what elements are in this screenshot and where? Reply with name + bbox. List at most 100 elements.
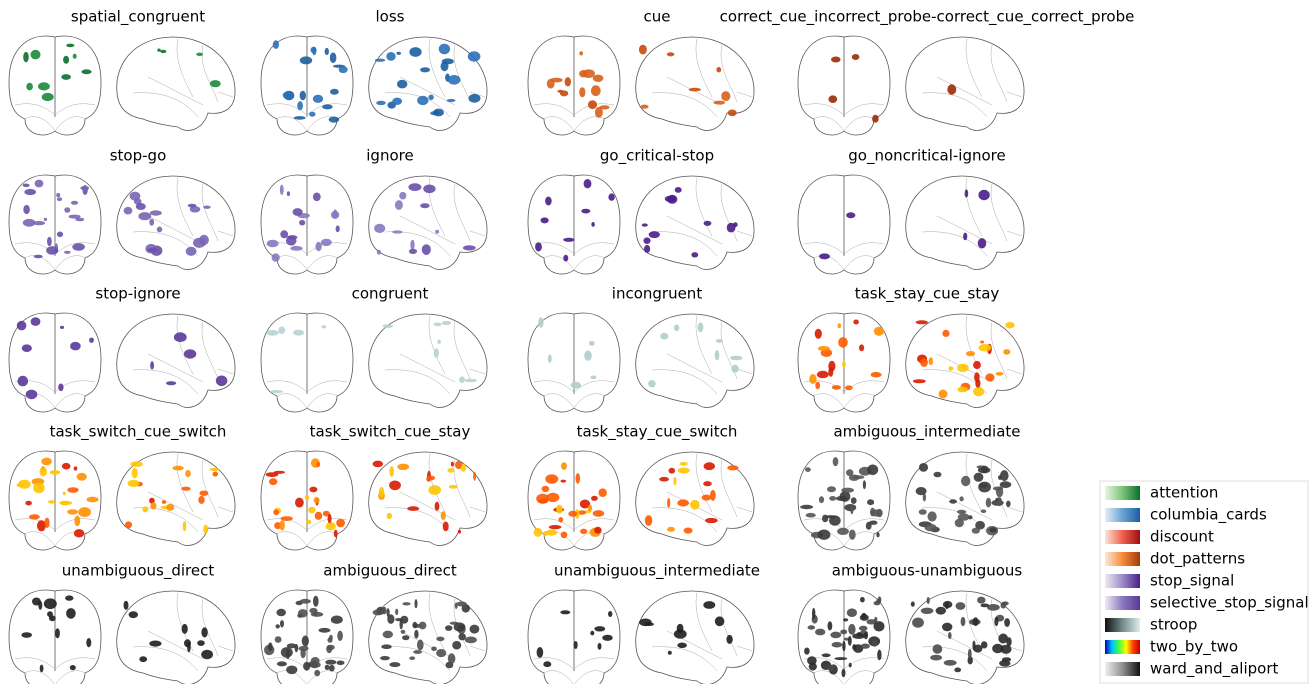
activation-blob xyxy=(713,100,726,105)
activation-blob xyxy=(809,374,817,384)
activation-blob xyxy=(265,472,279,477)
activation-blob xyxy=(581,208,591,214)
activation-blob xyxy=(947,84,957,95)
activation-blob xyxy=(68,214,81,219)
activation-blob xyxy=(829,496,837,501)
brain-panel: unambiguous_intermediate xyxy=(527,562,760,684)
activation-blob xyxy=(815,628,826,636)
activation-blob xyxy=(579,51,583,56)
activation-blob xyxy=(715,339,724,343)
activation-blob xyxy=(66,43,75,48)
activation-blob xyxy=(21,344,32,353)
activation-blob xyxy=(16,320,27,331)
activation-blob xyxy=(309,486,318,493)
activation-blob xyxy=(703,601,716,609)
activation-blob xyxy=(594,526,602,534)
activation-blob xyxy=(972,617,979,626)
activation-blob xyxy=(688,87,701,92)
brain-panel: congruent xyxy=(260,285,488,413)
activation-blob xyxy=(166,381,177,386)
activation-blob xyxy=(853,644,864,653)
activation-blob xyxy=(187,642,191,653)
activation-blob xyxy=(918,463,929,472)
brain-outline-side xyxy=(368,590,488,684)
activation-blob xyxy=(399,191,407,200)
activation-blob xyxy=(266,329,279,336)
activation-blob xyxy=(316,461,321,468)
activation-blob xyxy=(33,254,43,259)
activation-blob xyxy=(138,212,152,221)
activation-blob xyxy=(837,527,849,536)
activation-blob xyxy=(998,475,1002,480)
activation-blob xyxy=(70,341,81,351)
activation-blob xyxy=(274,522,282,530)
activation-blob xyxy=(139,656,148,663)
legend-swatch xyxy=(1105,662,1140,676)
activation-blob xyxy=(546,78,555,89)
activation-blob xyxy=(181,623,188,634)
activation-blob xyxy=(293,116,306,120)
activation-blob xyxy=(860,643,870,649)
activation-blob xyxy=(417,95,429,106)
activation-blob xyxy=(182,521,187,532)
activation-blob xyxy=(441,320,452,326)
activation-blob xyxy=(992,643,1004,654)
activation-blob xyxy=(298,645,309,652)
activation-blob xyxy=(560,479,567,483)
activation-blob xyxy=(337,630,343,641)
brain-panel: task_switch_cue_switch xyxy=(8,423,236,551)
activation-blob xyxy=(29,514,40,520)
activation-blob xyxy=(392,97,403,106)
activation-blob xyxy=(203,205,211,209)
activation-blob xyxy=(848,529,856,540)
activation-blob xyxy=(76,472,87,481)
activation-blob xyxy=(199,490,209,496)
activation-blob xyxy=(577,510,587,515)
activation-blob xyxy=(831,641,843,648)
panel-title: task_stay_cue_switch xyxy=(577,423,738,442)
activation-blob xyxy=(835,496,848,501)
activation-blob xyxy=(1003,349,1011,355)
activation-blob xyxy=(648,380,656,388)
activation-blob xyxy=(1005,322,1015,329)
activation-blob xyxy=(957,386,968,393)
brain-sulcus xyxy=(14,657,96,684)
activation-blob xyxy=(61,462,71,470)
activation-blob xyxy=(382,324,393,329)
activation-blob xyxy=(382,630,393,639)
activation-blob xyxy=(382,606,387,615)
activation-blob xyxy=(324,47,329,56)
activation-blob xyxy=(266,239,279,248)
activation-blob xyxy=(150,502,157,510)
activation-blob xyxy=(43,598,57,609)
activation-blob xyxy=(209,80,221,88)
activation-blob xyxy=(328,116,340,123)
activation-blob xyxy=(845,385,853,391)
activation-blob xyxy=(807,625,816,630)
activation-blob xyxy=(56,193,61,198)
legend-swatch xyxy=(1105,618,1140,632)
activation-blob xyxy=(964,189,969,198)
activation-blob xyxy=(329,52,337,64)
activation-blob xyxy=(330,615,343,624)
activation-blob xyxy=(561,462,567,470)
activation-blob xyxy=(869,520,878,525)
activation-blob xyxy=(844,504,857,512)
activation-blob xyxy=(181,486,191,491)
activation-blob xyxy=(278,326,286,335)
activation-blob xyxy=(395,618,403,622)
activation-blob xyxy=(560,531,568,539)
activation-blob xyxy=(280,620,284,628)
activation-blob xyxy=(978,189,990,201)
activation-blob xyxy=(395,608,399,615)
activation-blob xyxy=(827,664,835,672)
activation-blob xyxy=(876,599,882,604)
activation-blob xyxy=(156,226,163,233)
activation-blob xyxy=(703,220,712,226)
activation-blob xyxy=(286,643,297,649)
legend-label: stroop xyxy=(1150,616,1197,634)
activation-blob xyxy=(271,253,280,262)
brain-sulcus xyxy=(921,453,1023,533)
activation-blob xyxy=(980,603,990,608)
